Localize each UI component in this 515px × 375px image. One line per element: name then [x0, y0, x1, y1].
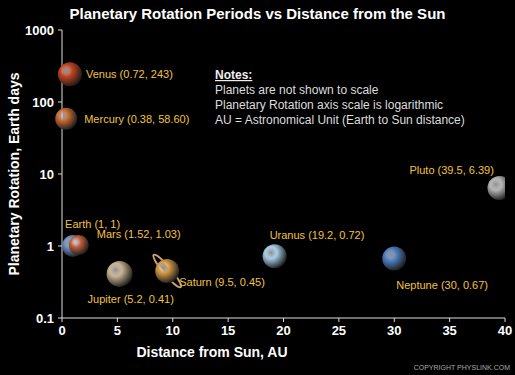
note: AU = Astronomical Unit (Earth to Sun dis…: [215, 113, 465, 127]
x-tick: [338, 318, 339, 322]
x-tick-label: 15: [221, 323, 235, 338]
y-tick: [58, 30, 62, 31]
y-tick-label: 1000: [25, 23, 54, 38]
data-label: Neptune (30, 0.67): [396, 279, 488, 291]
planet-point: [382, 247, 406, 271]
x-tick-label: 25: [332, 323, 346, 338]
x-tick-label: 10: [166, 323, 180, 338]
x-tick: [449, 318, 450, 322]
note: Notes:: [215, 68, 252, 82]
background: [0, 0, 515, 375]
x-tick: [172, 318, 173, 322]
x-tick: [117, 318, 118, 322]
y-tick: [58, 174, 62, 175]
x-tick-label: 35: [442, 323, 456, 338]
y-tick-label: 0.1: [36, 311, 54, 326]
data-label: Saturn (9.5, 0.45): [179, 276, 265, 288]
x-tick: [228, 318, 229, 322]
y-tick: [58, 102, 62, 103]
y-tick: [58, 246, 62, 247]
note: Planets are not shown to scale: [215, 83, 379, 97]
planet-point: [155, 259, 179, 283]
x-tick-label: 0: [58, 323, 65, 338]
data-label: Mars (1.52, 1.03): [97, 228, 181, 240]
marks: [55, 62, 505, 289]
data-label: Pluto (39.5, 6.39): [409, 164, 493, 176]
x-tick-label: 40: [498, 323, 512, 338]
x-tick: [394, 318, 395, 322]
y-tick-label: 100: [32, 95, 54, 110]
x-tick-label: 30: [387, 323, 401, 338]
note: Planetary Rotation axis scale is logarit…: [215, 98, 443, 112]
title: Planetary Rotation Periods vs Distance f…: [70, 5, 446, 22]
x-tick: [62, 318, 63, 322]
x-tick: [283, 318, 284, 322]
x-tick-label: 20: [276, 323, 290, 338]
chart: Planetary Rotation Periods vs Distance f…: [0, 0, 515, 375]
copyright: COPYRIGHT PHYSLINK.COM: [414, 364, 511, 371]
y-tick: [58, 318, 62, 319]
planet-point: [58, 62, 82, 86]
x-tick: [505, 318, 506, 322]
data-label: Uranus (19.2, 0.72): [270, 229, 365, 241]
data-label: Jupiter (5.2, 0.41): [88, 293, 174, 305]
y-tick-label: 10: [40, 167, 54, 182]
planet-point: [55, 108, 77, 130]
data-label: Mercury (0.38, 58.60): [84, 113, 189, 125]
x-axis-label: Distance from Sun, AU: [136, 344, 287, 360]
data-label: Venus (0.72, 243): [86, 68, 173, 80]
planet-point: [107, 261, 133, 287]
planet-point: [263, 244, 287, 268]
y-tick-label: 1: [47, 239, 54, 254]
y-axis-label: Planetary Rotation, Earth days: [6, 72, 22, 275]
x-tick-label: 5: [114, 323, 121, 338]
planet-point: [487, 176, 505, 200]
planet-point: [69, 235, 89, 255]
